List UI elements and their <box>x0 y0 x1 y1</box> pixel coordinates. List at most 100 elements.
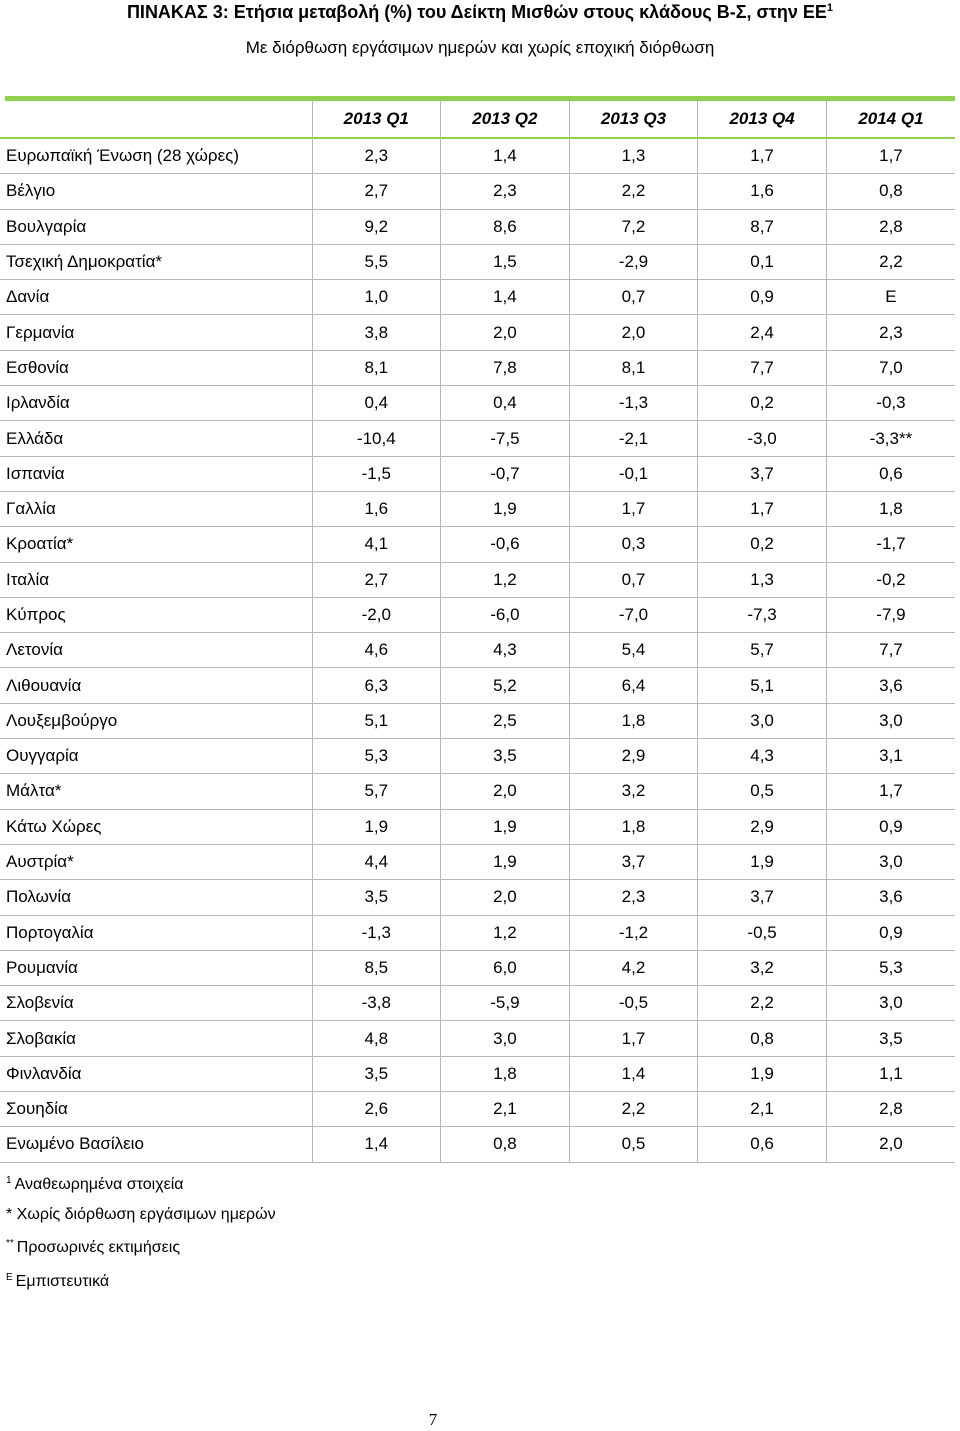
country-cell: Ελλάδα <box>0 420 313 457</box>
value-cell: 1,4 <box>440 138 570 175</box>
value-cell: 2,7 <box>312 173 442 210</box>
footnote-no-working-day: * Χωρίς διόρθωση εργάσιμων ημερών <box>6 1200 276 1230</box>
value-cell: 3,0 <box>697 703 827 740</box>
value-cell: 2,2 <box>569 173 699 210</box>
value-cell: 6,3 <box>312 667 442 704</box>
value-cell: 3,1 <box>826 738 955 775</box>
value-cell: 1,9 <box>697 1056 827 1093</box>
value-cell: 8,6 <box>440 209 570 245</box>
value-cell: 5,3 <box>312 738 442 775</box>
page-number: 7 <box>428 1410 438 1429</box>
value-cell: 1,7 <box>697 491 827 528</box>
value-cell: 0,5 <box>697 773 827 810</box>
country-cell: Ρουμανία <box>0 950 313 987</box>
value-cell: 7,0 <box>826 350 955 387</box>
value-cell: -6,0 <box>440 597 570 634</box>
value-cell: 2,8 <box>826 1091 955 1128</box>
table-row: Πορτογαλία -1,3 1,2 -1,2 -0,5 0,9 <box>0 915 955 951</box>
value-cell: 1,9 <box>440 809 570 845</box>
value-cell: 1,8 <box>440 1056 570 1093</box>
value-cell: 0,2 <box>697 385 827 422</box>
header-row: 2013 Q1 2013 Q2 2013 Q3 2013 Q4 2014 Q1 <box>0 101 955 139</box>
value-cell: 0,7 <box>569 279 699 316</box>
country-cell: Πολωνία <box>0 879 313 916</box>
value-cell: 5,7 <box>697 632 827 669</box>
value-cell: 0,8 <box>440 1126 570 1163</box>
value-cell: 3,0 <box>440 1020 570 1057</box>
value-cell: -1,7 <box>826 526 955 563</box>
table-body: Ευρωπαϊκή Ένωση (28 χώρες) 2,3 1,4 1,3 1,7 1,… <box>0 138 955 1163</box>
table-row: Βουλγαρία 9,2 8,6 7,2 8,7 2,8 <box>0 209 955 245</box>
table-row: Ουγγαρία 5,3 3,5 2,9 4,3 3,1 <box>0 738 955 775</box>
value-cell: 5,1 <box>312 703 442 740</box>
value-cell: -2,0 <box>312 597 442 634</box>
value-cell: 1,5 <box>440 244 570 281</box>
country-cell: Ιταλία <box>0 562 313 598</box>
value-cell: -3,3** <box>826 420 955 457</box>
header-2013-q2: 2013 Q2 <box>440 101 570 139</box>
country-cell: Κύπρος <box>0 597 313 634</box>
value-cell: 2,3 <box>440 173 570 210</box>
value-cell: 3,5 <box>312 879 442 916</box>
country-cell: Βουλγαρία <box>0 209 313 245</box>
country-cell: Ευρωπαϊκή Ένωση (28 χώρες) <box>0 138 313 175</box>
footnote-text: * Χωρίς διόρθωση εργάσιμων ημερών <box>6 1205 276 1223</box>
table-row: Λιθουανία 6,3 5,2 6,4 5,1 3,6 <box>0 667 955 704</box>
table-row: Λουξεμβούργο 5,1 2,5 1,8 3,0 3,0 <box>0 703 955 740</box>
value-cell: -1,2 <box>569 915 699 951</box>
table-row: Ρουμανία 8,5 6,0 4,2 3,2 5,3 <box>0 950 955 987</box>
footnote-confidential: E Εμπιστευτικά <box>6 1263 276 1297</box>
value-cell: -0,7 <box>440 456 570 492</box>
table-row: Ιρλανδία 0,4 0,4 -1,3 0,2 -0,3 <box>0 385 955 422</box>
value-cell: 5,7 <box>312 773 442 810</box>
value-cell: 0,8 <box>697 1020 827 1057</box>
value-cell: 2,0 <box>826 1126 955 1163</box>
value-cell: 3,0 <box>826 844 955 881</box>
value-cell: 2,0 <box>569 314 699 351</box>
value-cell: 3,0 <box>826 985 955 1022</box>
table-row: Τσεχική Δημοκρατία* 5,5 1,5 -2,9 0,1 2,2 <box>0 244 955 281</box>
value-cell: 0,6 <box>826 456 955 492</box>
country-cell: Μάλτα* <box>0 773 313 810</box>
value-cell: 3,6 <box>826 667 955 704</box>
table-row: Γαλλία 1,6 1,9 1,7 1,7 1,8 <box>0 491 955 528</box>
value-cell: 0,5 <box>569 1126 699 1163</box>
value-cell: 2,7 <box>312 562 442 598</box>
table-row: Δανία 1,0 1,4 0,7 0,9 E <box>0 279 955 316</box>
value-cell: 6,0 <box>440 950 570 987</box>
table-row: Σουηδία 2,6 2,1 2,2 2,1 2,8 <box>0 1091 955 1128</box>
value-cell: -0,5 <box>697 915 827 951</box>
value-cell: 1,4 <box>440 279 570 316</box>
value-cell: -0,6 <box>440 526 570 563</box>
value-cell: 7,7 <box>697 350 827 387</box>
value-cell: 1,2 <box>440 562 570 598</box>
table-row: Κύπρος -2,0 -6,0 -7,0 -7,3 -7,9 <box>0 597 955 634</box>
value-cell: 2,6 <box>312 1091 442 1128</box>
value-cell: 3,8 <box>312 314 442 351</box>
table-row: Ιταλία 2,7 1,2 0,7 1,3 -0,2 <box>0 562 955 598</box>
header-2013-q4: 2013 Q4 <box>697 101 827 139</box>
value-cell: 1,8 <box>569 809 699 845</box>
country-cell: Εσθονία <box>0 350 313 387</box>
country-cell: Τσεχική Δημοκρατία* <box>0 244 313 281</box>
country-cell: Ουγγαρία <box>0 738 313 775</box>
value-cell: 3,5 <box>312 1056 442 1093</box>
value-cell: 1,8 <box>826 491 955 528</box>
value-cell: -1,3 <box>312 915 442 951</box>
value-cell: 2,9 <box>569 738 699 775</box>
value-cell: 0,1 <box>697 244 827 281</box>
value-cell: 5,2 <box>440 667 570 704</box>
table-row: Ευρωπαϊκή Ένωση (28 χώρες) 2,3 1,4 1,3 1,7 1,… <box>0 138 955 175</box>
value-cell: -0,1 <box>569 456 699 492</box>
value-cell: 1,4 <box>569 1056 699 1093</box>
value-cell: 4,2 <box>569 950 699 987</box>
country-cell: Λετονία <box>0 632 313 669</box>
header-2013-q3: 2013 Q3 <box>569 101 699 139</box>
value-cell: 4,3 <box>440 632 570 669</box>
table-row: Εσθονία 8,1 7,8 8,1 7,7 7,0 <box>0 350 955 387</box>
header-2013-q1: 2013 Q1 <box>312 101 442 139</box>
value-cell: -7,3 <box>697 597 827 634</box>
value-cell: 2,3 <box>569 879 699 916</box>
value-cell: 3,5 <box>440 738 570 775</box>
value-cell: -7,5 <box>440 420 570 457</box>
